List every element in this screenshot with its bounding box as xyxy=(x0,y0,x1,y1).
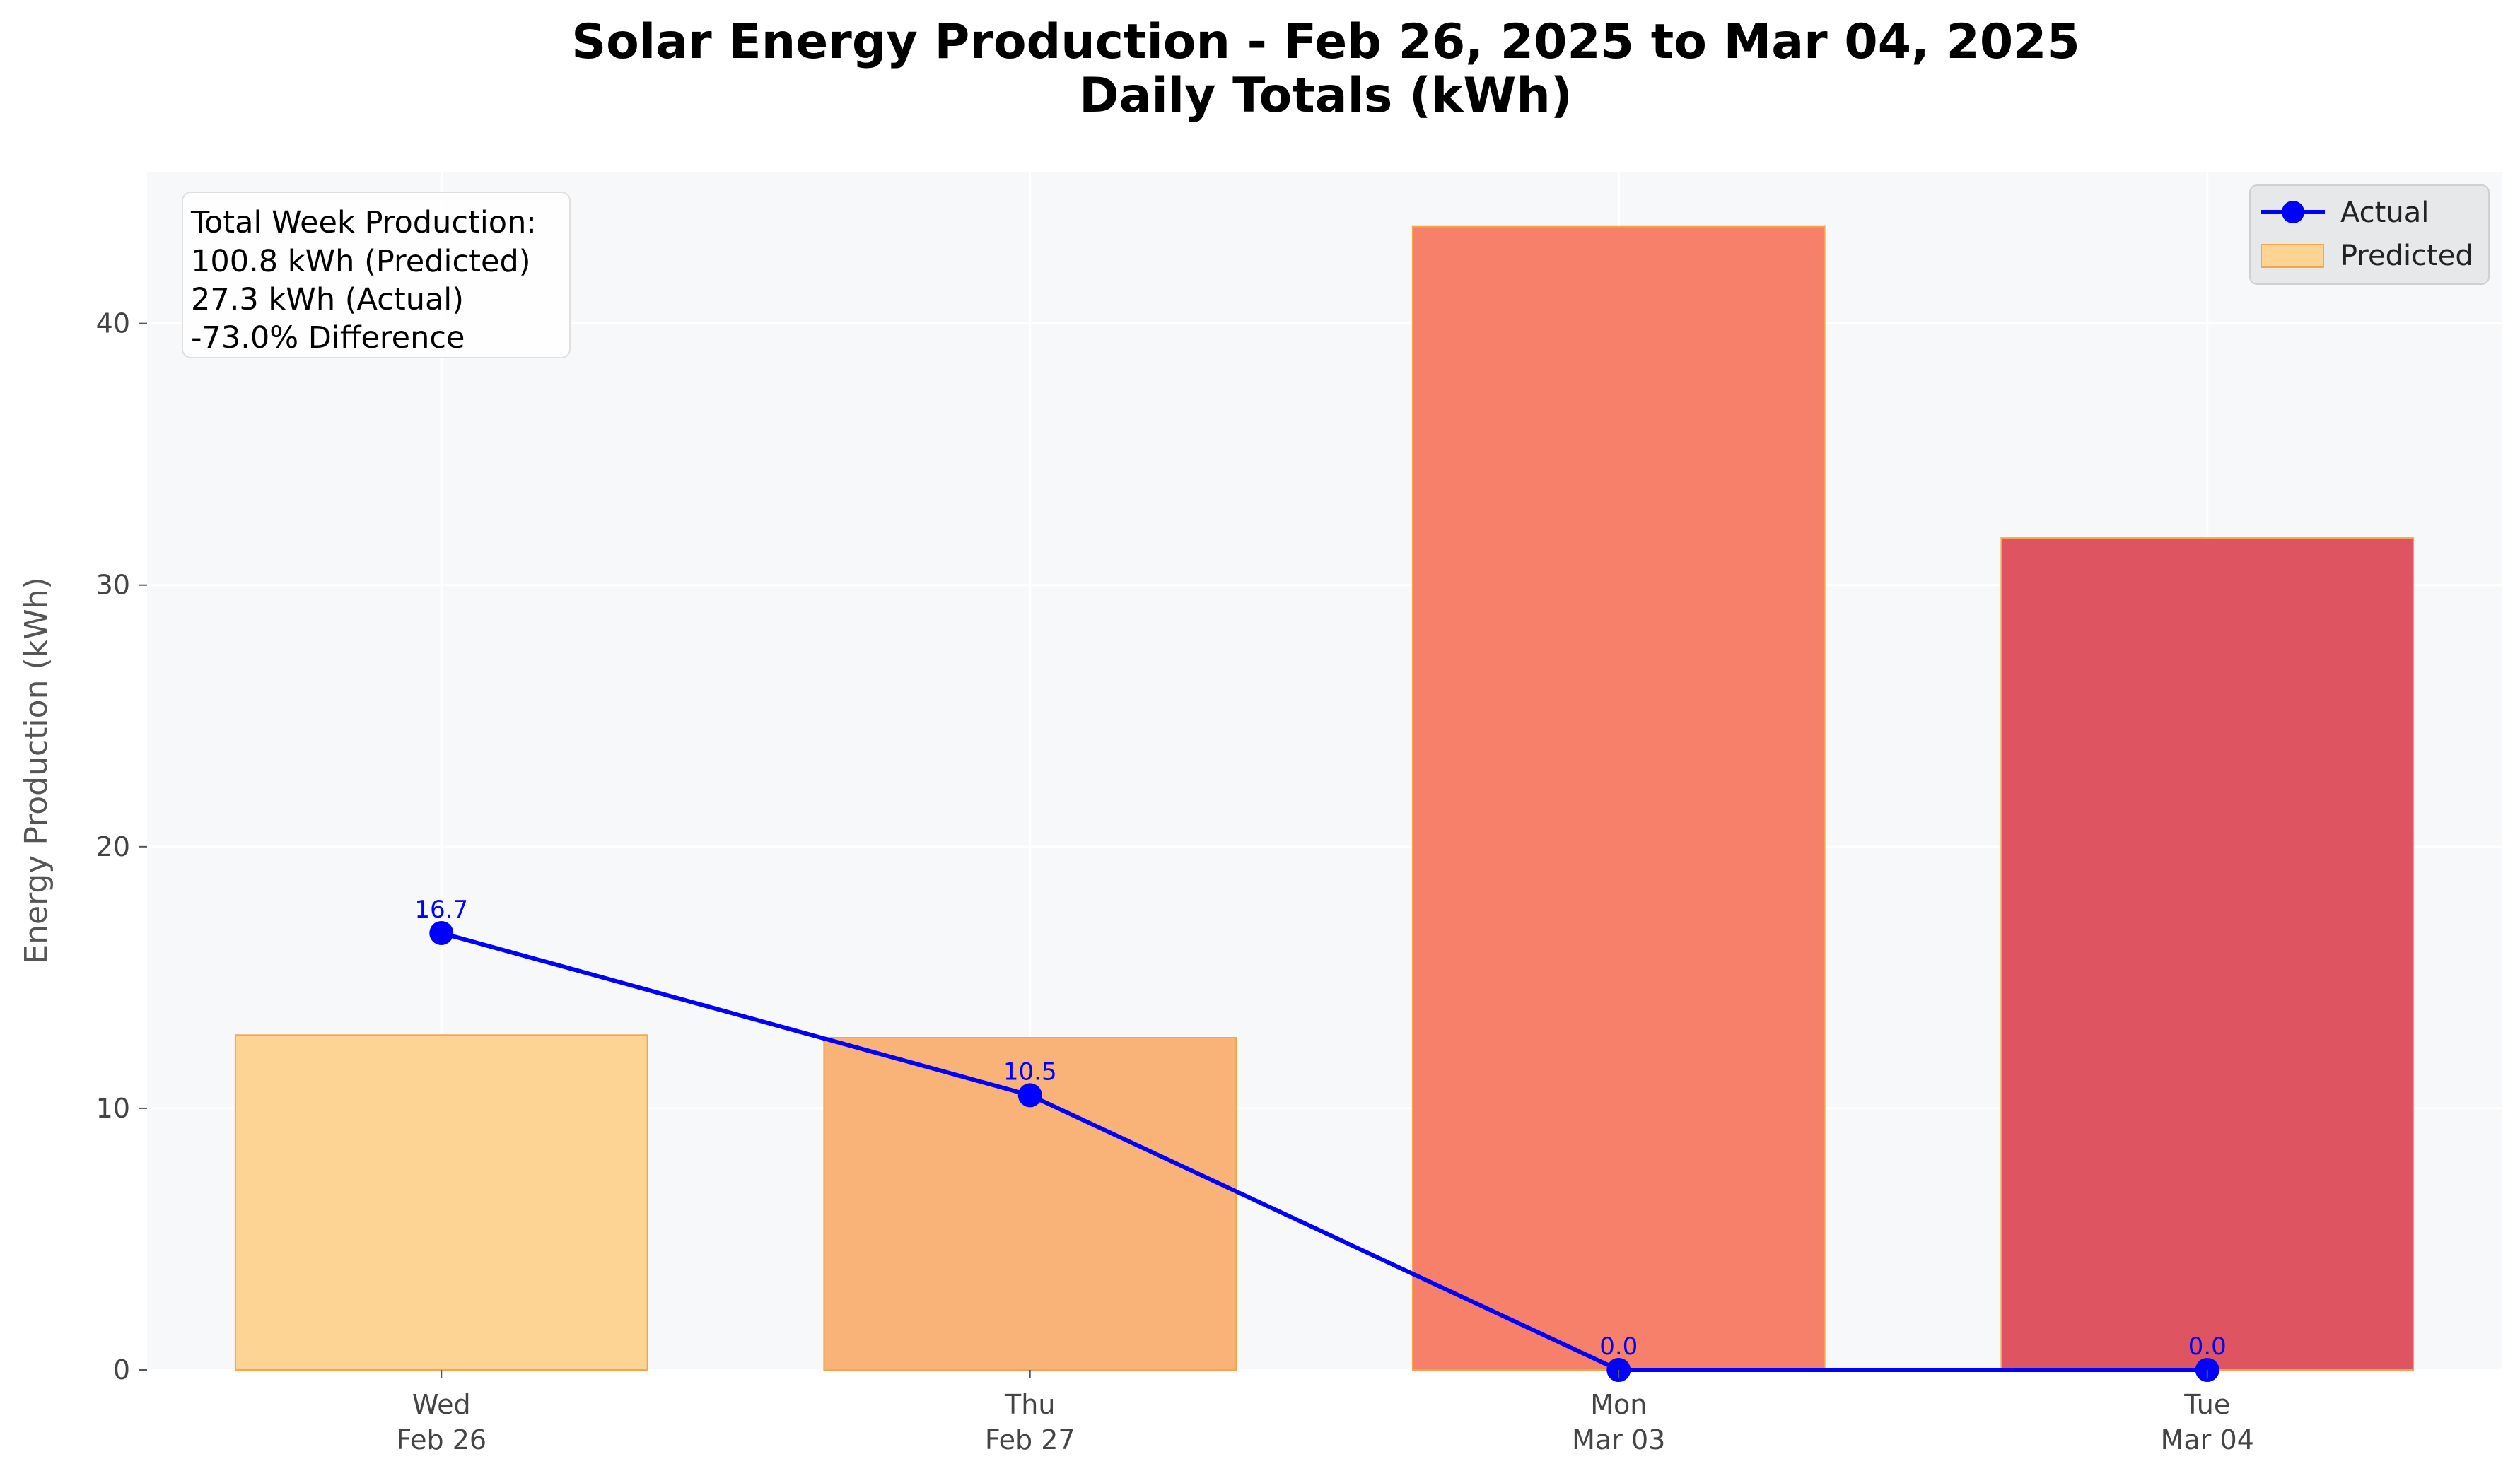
actual-points xyxy=(429,920,2219,1382)
x-axis-ticks: Wed Feb 26 Thu Feb 27 Mon Mar 03 Tue Mar 04 xyxy=(396,1370,2254,1455)
predicted-bar-2 xyxy=(1411,225,1826,1371)
actual-point-0 xyxy=(429,920,454,945)
legend-predicted-label: Predicted xyxy=(2340,240,2473,272)
x-tick-date-1: Feb 27 xyxy=(985,1424,1075,1455)
x-tick-date-3: Mar 04 xyxy=(2161,1424,2254,1455)
actual-point-1 xyxy=(1017,1083,1042,1108)
actual-data-label-0: 16.7 xyxy=(414,896,468,924)
legend-actual-marker xyxy=(2282,201,2304,223)
y-tick-label-0: 0 xyxy=(113,1354,130,1385)
actual-data-labels: 16.7 10.5 0.0 0.0 xyxy=(414,896,2226,1361)
chart-title: Solar Energy Production - Feb 26, 2025 t… xyxy=(571,14,2080,70)
actual-line xyxy=(441,931,2207,1372)
summary-line-title: Total Week Production: xyxy=(190,205,537,240)
x-tick-day-3: Tue xyxy=(2183,1389,2230,1420)
chart-subtitle: Daily Totals (kWh) xyxy=(1079,68,1573,124)
predicted-bar-0 xyxy=(234,1034,648,1371)
summary-line-predicted: 100.8 kWh (Predicted) xyxy=(191,244,531,279)
x-tick-day-2: Mon xyxy=(1590,1389,1647,1420)
summary-box-background xyxy=(182,192,571,358)
summary-line-actual: 27.3 kWh (Actual) xyxy=(191,282,464,317)
predicted-bar-3 xyxy=(2000,537,2415,1371)
y-tick-label-10: 10 xyxy=(96,1093,130,1124)
actual-data-label-1: 10.5 xyxy=(1003,1057,1057,1086)
legend-predicted-swatch xyxy=(2261,244,2324,268)
x-tick-day-0: Wed xyxy=(412,1389,471,1420)
y-axis-ticks: 0 10 20 30 40 xyxy=(96,308,147,1385)
summary-line-difference: -73.0% Difference xyxy=(191,320,465,356)
x-tick-date-0: Feb 26 xyxy=(396,1424,486,1455)
actual-series-line xyxy=(441,931,2207,1372)
y-axis-label: Energy Production (kWh) xyxy=(18,577,54,963)
y-tick-label-30: 30 xyxy=(96,570,130,601)
legend: Actual Predicted xyxy=(2249,184,2490,285)
summary-box: Total Week Production: 100.8 kWh (Predic… xyxy=(182,192,571,358)
actual-data-label-2: 0.0 xyxy=(1599,1332,1638,1361)
x-tick-date-2: Mar 03 xyxy=(1572,1424,1665,1455)
legend-actual-label: Actual xyxy=(2340,197,2429,229)
y-tick-label-40: 40 xyxy=(96,308,130,339)
actual-data-label-3: 0.0 xyxy=(2188,1332,2227,1361)
x-tick-day-1: Thu xyxy=(1004,1389,1055,1420)
y-tick-label-20: 20 xyxy=(96,831,130,862)
